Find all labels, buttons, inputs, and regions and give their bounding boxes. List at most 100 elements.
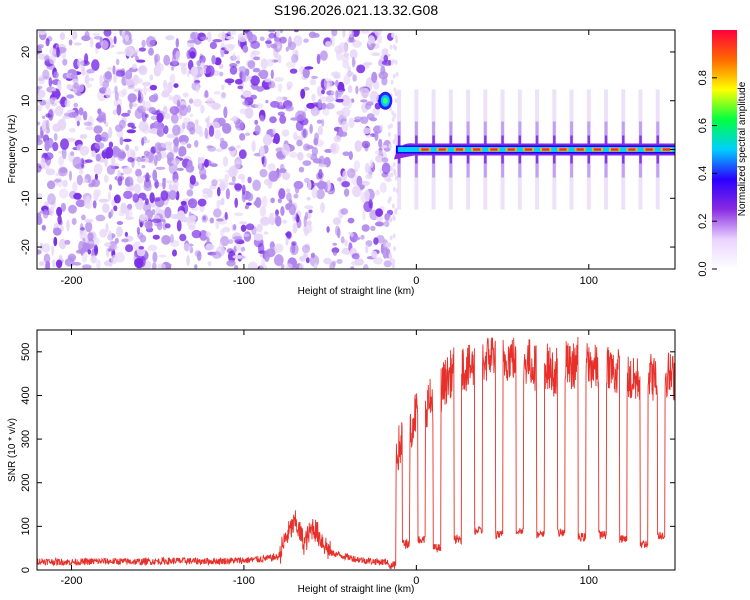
noise-speckle bbox=[106, 164, 116, 175]
noise-speckle bbox=[175, 190, 180, 201]
noise-speckle bbox=[306, 102, 315, 109]
x-tick-label: 100 bbox=[580, 275, 598, 287]
noise-speckle bbox=[300, 88, 306, 99]
noise-speckle bbox=[338, 42, 348, 53]
noise-speckle bbox=[84, 219, 94, 223]
noise-speckle bbox=[235, 119, 244, 131]
noise-speckle bbox=[75, 199, 86, 208]
noise-speckle bbox=[130, 150, 136, 159]
noise-speckle bbox=[212, 251, 222, 259]
noise-speckle bbox=[223, 50, 229, 55]
noise-speckle bbox=[236, 145, 241, 149]
noise-speckle bbox=[103, 30, 112, 37]
noise-speckle bbox=[239, 221, 248, 225]
noise-speckle bbox=[222, 122, 232, 134]
noise-speckle bbox=[392, 162, 396, 168]
noise-speckle bbox=[363, 264, 369, 269]
noise-speckle bbox=[393, 113, 397, 119]
noise-speckle bbox=[262, 134, 272, 146]
noise-speckle bbox=[348, 151, 353, 160]
noise-speckle bbox=[93, 125, 103, 134]
noise-speckle bbox=[114, 124, 123, 132]
noise-speckle bbox=[317, 98, 322, 109]
noise-speckle bbox=[37, 121, 41, 126]
noise-speckle bbox=[350, 266, 355, 269]
noise-speckle bbox=[245, 202, 252, 206]
noise-speckle bbox=[167, 82, 173, 93]
noise-speckle bbox=[59, 238, 67, 250]
noise-speckle bbox=[335, 98, 345, 103]
noise-speckle bbox=[122, 167, 133, 175]
noise-speckle bbox=[342, 170, 348, 182]
noise-speckle bbox=[121, 112, 130, 117]
noise-speckle bbox=[37, 45, 42, 50]
noise-speckle bbox=[61, 147, 67, 160]
noise-speckle bbox=[80, 227, 85, 231]
noise-speckle bbox=[253, 233, 264, 241]
noise-speckle bbox=[293, 193, 299, 199]
noise-speckle bbox=[71, 217, 77, 226]
noise-speckle bbox=[90, 255, 97, 264]
noise-speckle bbox=[152, 262, 157, 269]
noise-speckle bbox=[234, 160, 241, 170]
noise-speckle bbox=[194, 140, 199, 148]
noise-speckle bbox=[237, 85, 243, 90]
y-tick-label: -10 bbox=[20, 190, 32, 206]
noise-speckle bbox=[390, 166, 393, 172]
noise-speckle bbox=[285, 232, 290, 236]
noise-speckle bbox=[189, 246, 194, 254]
noise-speckle bbox=[170, 234, 174, 243]
noise-speckle bbox=[102, 137, 106, 142]
noise-speckle bbox=[328, 94, 334, 101]
noise-speckle bbox=[85, 221, 93, 233]
noise-speckle bbox=[98, 111, 106, 121]
noise-speckle bbox=[168, 95, 173, 101]
noise-speckle bbox=[111, 254, 118, 265]
noise-speckle bbox=[352, 185, 362, 198]
colorbar-label: Normalized spectral amplitude bbox=[737, 81, 748, 216]
noise-speckle bbox=[44, 140, 50, 152]
noise-speckle bbox=[304, 66, 314, 70]
noise-speckle bbox=[234, 197, 238, 208]
noise-speckle bbox=[387, 131, 391, 137]
noise-speckle bbox=[302, 160, 312, 167]
noise-speckle bbox=[311, 252, 316, 259]
noise-speckle bbox=[116, 221, 124, 225]
noise-speckle bbox=[111, 145, 120, 158]
signal-band-cyan bbox=[397, 147, 675, 152]
noise-speckle bbox=[259, 145, 265, 158]
noise-speckle bbox=[68, 112, 78, 118]
noise-speckle bbox=[45, 101, 51, 110]
noise-speckle bbox=[60, 202, 66, 212]
noise-speckle bbox=[224, 169, 235, 174]
noise-speckle bbox=[187, 198, 198, 209]
noise-speckle bbox=[347, 37, 352, 43]
noise-speckle bbox=[169, 106, 180, 115]
noise-speckle bbox=[199, 167, 207, 178]
noise-speckle bbox=[258, 69, 269, 80]
noise-speckle bbox=[111, 199, 116, 206]
noise-speckle bbox=[127, 156, 135, 163]
noise-speckle bbox=[235, 60, 240, 64]
y-tick-label: 0 bbox=[20, 567, 32, 573]
spectrogram-plot-area bbox=[37, 30, 675, 269]
noise-speckle bbox=[388, 173, 392, 178]
noise-speckle bbox=[336, 89, 344, 95]
noise-speckle bbox=[388, 196, 392, 202]
noise-speckle bbox=[59, 188, 69, 199]
signal-hot-core bbox=[593, 148, 602, 151]
noise-speckle bbox=[234, 264, 239, 269]
noise-speckle bbox=[164, 206, 172, 219]
noise-speckle bbox=[267, 163, 276, 171]
noise-speckle bbox=[142, 81, 151, 87]
noise-speckle bbox=[375, 189, 380, 196]
noise-speckle bbox=[222, 226, 231, 233]
noise-speckle bbox=[189, 175, 196, 185]
noise-speckle bbox=[240, 246, 246, 252]
noise-speckle bbox=[303, 38, 309, 43]
noise-speckle bbox=[156, 126, 165, 137]
noise-speckle bbox=[264, 78, 272, 83]
noise-speckle bbox=[104, 157, 108, 167]
snr-x-ticks: -200 -100 0 100 bbox=[60, 330, 598, 587]
noise-speckle bbox=[381, 162, 391, 175]
